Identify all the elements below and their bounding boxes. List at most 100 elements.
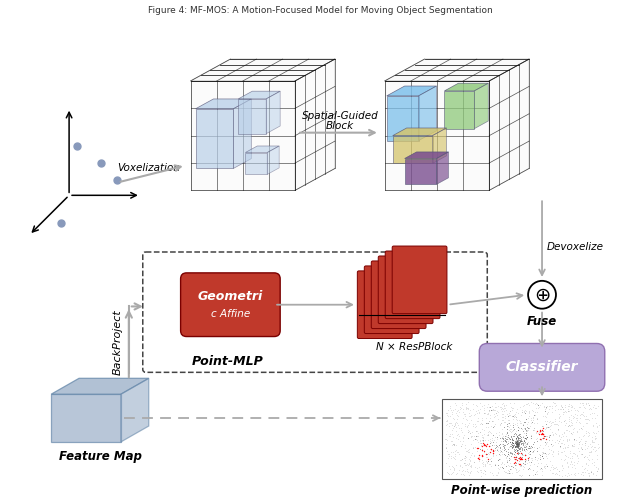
Point (486, 434, 497, 442)
Point (547, 418, 557, 426)
Point (540, 438, 550, 447)
Point (476, 459, 486, 467)
Point (545, 422, 555, 430)
Point (504, 443, 514, 451)
Point (532, 462, 542, 470)
Point (503, 445, 513, 453)
Point (520, 455, 531, 463)
Point (574, 418, 584, 426)
Point (558, 464, 568, 472)
Point (592, 423, 602, 431)
Point (507, 435, 517, 443)
Point (516, 461, 526, 469)
Point (456, 424, 467, 432)
Point (468, 444, 479, 452)
Point (468, 444, 478, 452)
Point (509, 455, 519, 463)
Point (493, 440, 504, 449)
Point (569, 443, 579, 451)
Point (479, 435, 490, 444)
Point (506, 450, 516, 458)
Point (507, 443, 517, 451)
Point (516, 433, 526, 441)
Point (539, 463, 549, 471)
Point (512, 421, 522, 429)
Point (518, 452, 528, 460)
Point (508, 412, 518, 420)
Point (523, 414, 533, 422)
Point (511, 447, 522, 455)
Point (542, 437, 552, 446)
Point (564, 415, 574, 423)
Point (516, 436, 527, 444)
Point (513, 442, 523, 450)
Point (500, 418, 511, 426)
Point (484, 445, 495, 453)
Point (551, 430, 561, 438)
Point (544, 433, 554, 441)
Point (457, 439, 467, 448)
Point (508, 406, 518, 414)
Point (504, 421, 515, 429)
Point (524, 423, 534, 431)
Point (477, 452, 487, 460)
Point (578, 399, 588, 407)
Point (480, 462, 490, 470)
Point (492, 446, 502, 454)
Point (493, 441, 504, 449)
Point (477, 420, 487, 428)
Point (478, 458, 488, 466)
Point (515, 453, 525, 461)
Point (449, 422, 459, 430)
Point (440, 430, 451, 438)
Point (525, 422, 535, 430)
Point (547, 436, 557, 444)
Point (508, 435, 518, 443)
Point (503, 461, 513, 469)
Point (539, 462, 549, 470)
Point (515, 455, 525, 463)
Point (522, 446, 532, 454)
Point (518, 433, 529, 442)
Point (495, 403, 505, 411)
Point (559, 440, 569, 449)
Point (511, 408, 521, 416)
Point (541, 450, 552, 458)
Point (497, 448, 508, 456)
Point (512, 441, 522, 449)
Point (524, 448, 534, 456)
Point (534, 434, 545, 443)
Point (513, 471, 524, 479)
Point (468, 420, 478, 428)
Point (525, 414, 536, 422)
Point (568, 412, 579, 420)
Point (528, 447, 538, 455)
Point (486, 406, 496, 414)
Point (497, 459, 508, 467)
Point (535, 428, 545, 436)
FancyBboxPatch shape (479, 344, 605, 391)
Point (566, 406, 576, 414)
Point (525, 445, 535, 453)
Point (495, 421, 505, 429)
Point (543, 435, 554, 444)
Point (457, 419, 467, 427)
Point (593, 443, 604, 451)
Point (576, 444, 586, 452)
Point (500, 436, 511, 445)
Point (498, 416, 508, 424)
Point (445, 454, 456, 462)
Point (470, 423, 480, 431)
Point (499, 461, 509, 469)
Point (512, 432, 522, 440)
Point (537, 421, 547, 429)
Point (456, 455, 467, 463)
Point (512, 440, 522, 448)
Point (542, 423, 552, 431)
Point (523, 399, 533, 407)
Point (557, 444, 568, 452)
Point (564, 421, 574, 429)
Point (540, 435, 550, 443)
Point (566, 454, 577, 462)
Point (584, 448, 594, 456)
